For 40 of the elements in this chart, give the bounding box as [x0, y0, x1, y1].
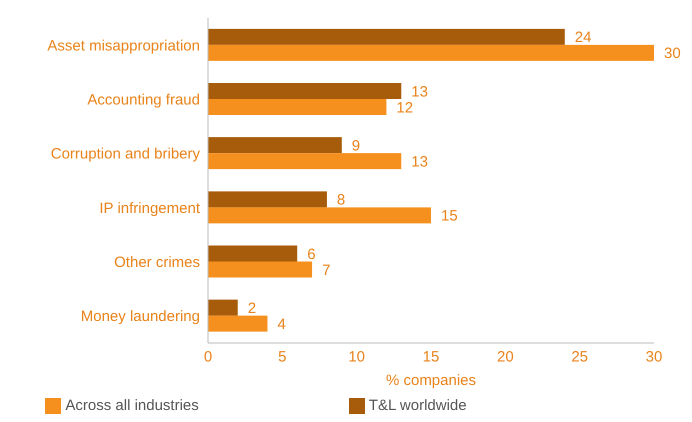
data-label: 7: [322, 262, 330, 279]
x-tick-label: 30: [646, 348, 662, 366]
y-tick-label: IP infringement: [99, 200, 201, 217]
data-label: 15: [441, 208, 458, 225]
bar: [208, 82, 402, 99]
y-tick-label: Other crimes: [114, 254, 200, 272]
data-label: 13: [411, 153, 428, 170]
bar: [208, 137, 342, 154]
y-tick-label: Accounting fraud: [87, 92, 200, 109]
bar: [208, 207, 431, 224]
data-label: 4: [277, 316, 286, 333]
y-tick-label: Money laundering: [80, 308, 200, 326]
legend-label: T&L worldwide: [368, 396, 467, 414]
bar: [208, 153, 402, 170]
bar: [208, 245, 298, 262]
data-label: 8: [336, 192, 346, 209]
data-label: 30: [664, 45, 681, 62]
x-tick-label: 15: [422, 348, 440, 366]
data-label: 24: [574, 29, 592, 46]
bar: [208, 316, 268, 332]
bar: [208, 261, 312, 278]
x-axis-title: % companies: [386, 372, 476, 389]
y-tick-label: Asset misappropriation: [47, 37, 200, 54]
data-label: 12: [396, 99, 414, 116]
bar: [208, 98, 386, 115]
y-tick-label: Corruption and bribery: [50, 146, 200, 163]
data-label: 2: [248, 300, 256, 317]
x-tick-label: 0: [204, 348, 212, 366]
x-tick-label: 20: [496, 348, 514, 366]
bar: [208, 28, 565, 45]
bar: [208, 191, 327, 208]
data-label: 6: [307, 246, 316, 263]
bar: [208, 300, 238, 316]
x-tick-label: 5: [278, 348, 287, 366]
x-tick-label: 10: [348, 348, 366, 366]
data-label: 9: [352, 137, 360, 154]
bar: [208, 44, 654, 61]
x-tick-label: 25: [571, 348, 588, 366]
data-label: 13: [411, 83, 428, 100]
legend-label: Across all industries: [65, 396, 199, 414]
